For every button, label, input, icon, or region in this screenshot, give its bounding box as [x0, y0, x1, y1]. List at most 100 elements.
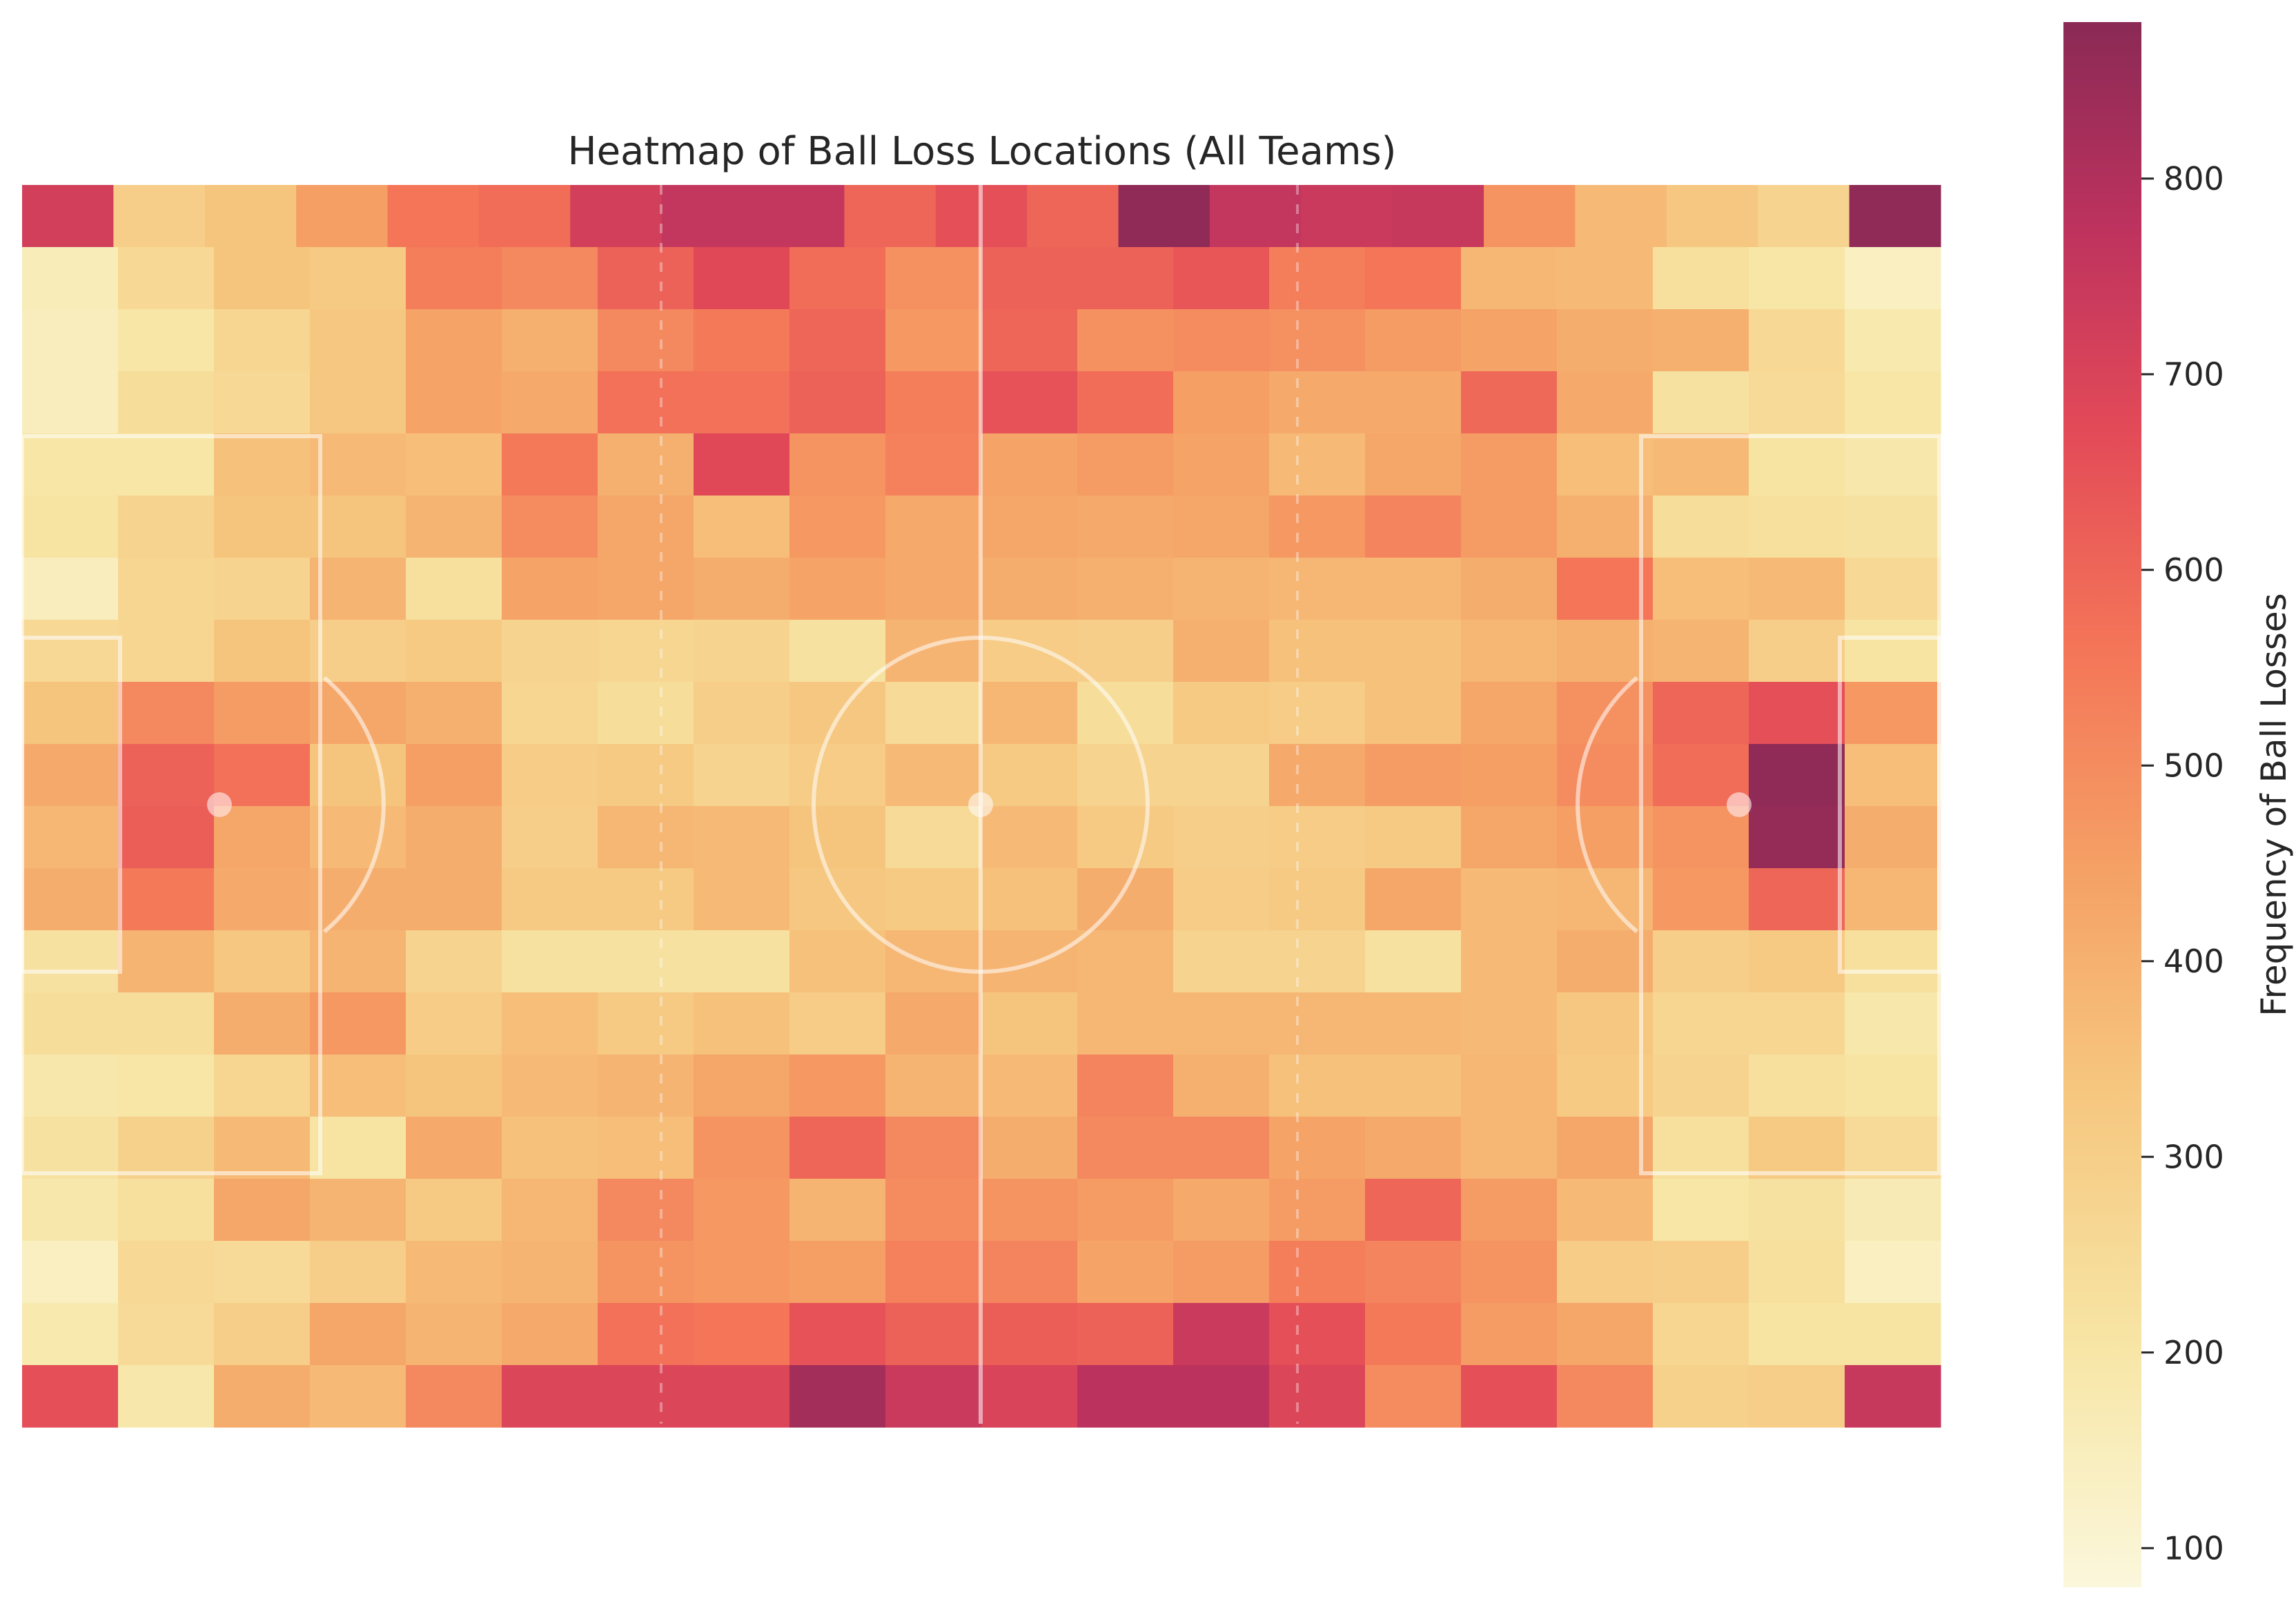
- heatmap-cell: [1209, 185, 1302, 248]
- heatmap-cell: [1173, 1117, 1270, 1179]
- heatmap-cell: [1077, 1241, 1174, 1304]
- heatmap-cell: [214, 682, 311, 745]
- heatmap-cell: [598, 1117, 694, 1179]
- heatmap-cell: [1845, 992, 1941, 1055]
- heatmap-cell: [118, 1241, 215, 1304]
- heatmap-cell: [22, 744, 119, 807]
- heatmap-cell: [789, 806, 886, 869]
- heatmap-cell: [694, 1179, 790, 1242]
- heatmap-cell: [1077, 930, 1174, 993]
- heatmap-cell: [981, 371, 1078, 434]
- heatmap-cell: [1484, 185, 1576, 248]
- colorbar-ticks: 100 200 300 400 500 600 700 800: [2141, 160, 2224, 1567]
- heatmap-cell: [885, 682, 982, 745]
- heatmap-cell: [118, 496, 215, 558]
- heatmap-cell: [1845, 930, 1941, 993]
- heatmap-cell: [661, 185, 754, 248]
- heatmap-cell: [502, 433, 598, 496]
- heatmap-cell: [1269, 309, 1366, 372]
- heatmap-cell: [1173, 744, 1270, 807]
- heatmap-cell: [885, 1055, 982, 1117]
- heatmap-cell: [694, 992, 790, 1055]
- heatmap-cell: [214, 558, 311, 620]
- heatmap-cell: [981, 1365, 1078, 1428]
- heatmap-cell: [214, 1241, 311, 1304]
- heatmap-cell: [1557, 309, 1654, 372]
- heatmap-cell: [1758, 185, 1850, 248]
- heatmap-cell: [1461, 620, 1558, 683]
- heatmap-cell: [885, 558, 982, 620]
- heatmap-cell: [406, 1179, 502, 1242]
- heatmap-cell: [1845, 1055, 1941, 1117]
- heatmap-cell: [981, 247, 1078, 310]
- heatmap-cell: [1269, 930, 1366, 993]
- heatmap-cell: [118, 930, 215, 993]
- heatmap-cell: [1461, 806, 1558, 869]
- heatmap-cell: [885, 247, 982, 310]
- heatmap-cell: [118, 1365, 215, 1428]
- heatmap-cell: [1365, 806, 1462, 869]
- heatmap-cell: [1557, 433, 1654, 496]
- heatmap-cell: [214, 620, 311, 683]
- heatmap-cell: [1365, 930, 1462, 993]
- heatmap-cell: [406, 558, 502, 620]
- heatmap-cell: [406, 806, 502, 869]
- heatmap-cell: [502, 868, 598, 931]
- heatmap-cell: [22, 806, 119, 869]
- heatmap-cell: [885, 992, 982, 1055]
- heatmap-cell: [406, 930, 502, 993]
- heatmap-cell: [1269, 496, 1366, 558]
- heatmap-cell: [1845, 806, 1941, 869]
- heatmap-cell: [406, 744, 502, 807]
- heatmap-cell: [406, 371, 502, 434]
- heatmap-cell: [1653, 992, 1749, 1055]
- heatmap-cell: [694, 868, 790, 931]
- heatmap-cell: [598, 806, 694, 869]
- colorbar: 100 200 300 400 500 600 700 800 Frequency of Ba…: [2063, 22, 2294, 1587]
- heatmap-cell: [310, 1365, 406, 1428]
- heatmap-cell: [406, 309, 502, 372]
- heatmap-cell: [789, 371, 886, 434]
- heatmap-cell: [1269, 806, 1366, 869]
- colorbar-tick-label: 200: [2163, 1334, 2224, 1371]
- heatmap-cell: [598, 682, 694, 745]
- heatmap-cell: [1461, 371, 1558, 434]
- heatmap-cell: [1557, 620, 1654, 683]
- heatmap-cell: [694, 247, 790, 310]
- heatmap-cell: [885, 1179, 982, 1242]
- heatmap-cell: [406, 682, 502, 745]
- heatmap-cell: [1653, 371, 1749, 434]
- heatmap-cell: [789, 433, 886, 496]
- heatmap-cell: [406, 1303, 502, 1366]
- heatmap-cell: [1461, 1241, 1558, 1304]
- heatmap-cell: [502, 1241, 598, 1304]
- heatmap-cell: [502, 1117, 598, 1179]
- heatmap-cell: [844, 185, 936, 248]
- heatmap-cell: [118, 992, 215, 1055]
- heatmap-cell: [1749, 309, 1845, 372]
- heatmap-cell: [1749, 1303, 1845, 1366]
- heatmap-cell: [22, 1241, 119, 1304]
- heatmap-cell: [310, 868, 406, 931]
- heatmap-cell: [1173, 806, 1270, 869]
- chart-title: Heatmap of Ball Loss Locations (All Team…: [567, 129, 1396, 174]
- heatmap-cell: [598, 744, 694, 807]
- heatmap-cell: [789, 558, 886, 620]
- heatmap-cell: [214, 992, 311, 1055]
- heatmap-cell: [1653, 1303, 1749, 1366]
- heatmap-cell: [789, 1117, 886, 1179]
- heatmap-cell: [1845, 558, 1941, 620]
- heatmap-cell: [1557, 992, 1654, 1055]
- heatmap-cell: [22, 1365, 119, 1428]
- heatmap-cell: [1269, 992, 1366, 1055]
- heatmap-cell: [1173, 309, 1270, 372]
- heatmap-cell: [1269, 558, 1366, 620]
- heatmap-cell: [118, 247, 215, 310]
- colorbar-gradient: [2063, 22, 2141, 1587]
- heatmap-cell: [1077, 1179, 1174, 1242]
- heatmap-cell: [406, 1055, 502, 1117]
- colorbar-tick-label: 600: [2163, 551, 2224, 589]
- heatmap-cell: [502, 806, 598, 869]
- heatmap-cell: [22, 371, 119, 434]
- colorbar-tick-label: 300: [2163, 1138, 2224, 1175]
